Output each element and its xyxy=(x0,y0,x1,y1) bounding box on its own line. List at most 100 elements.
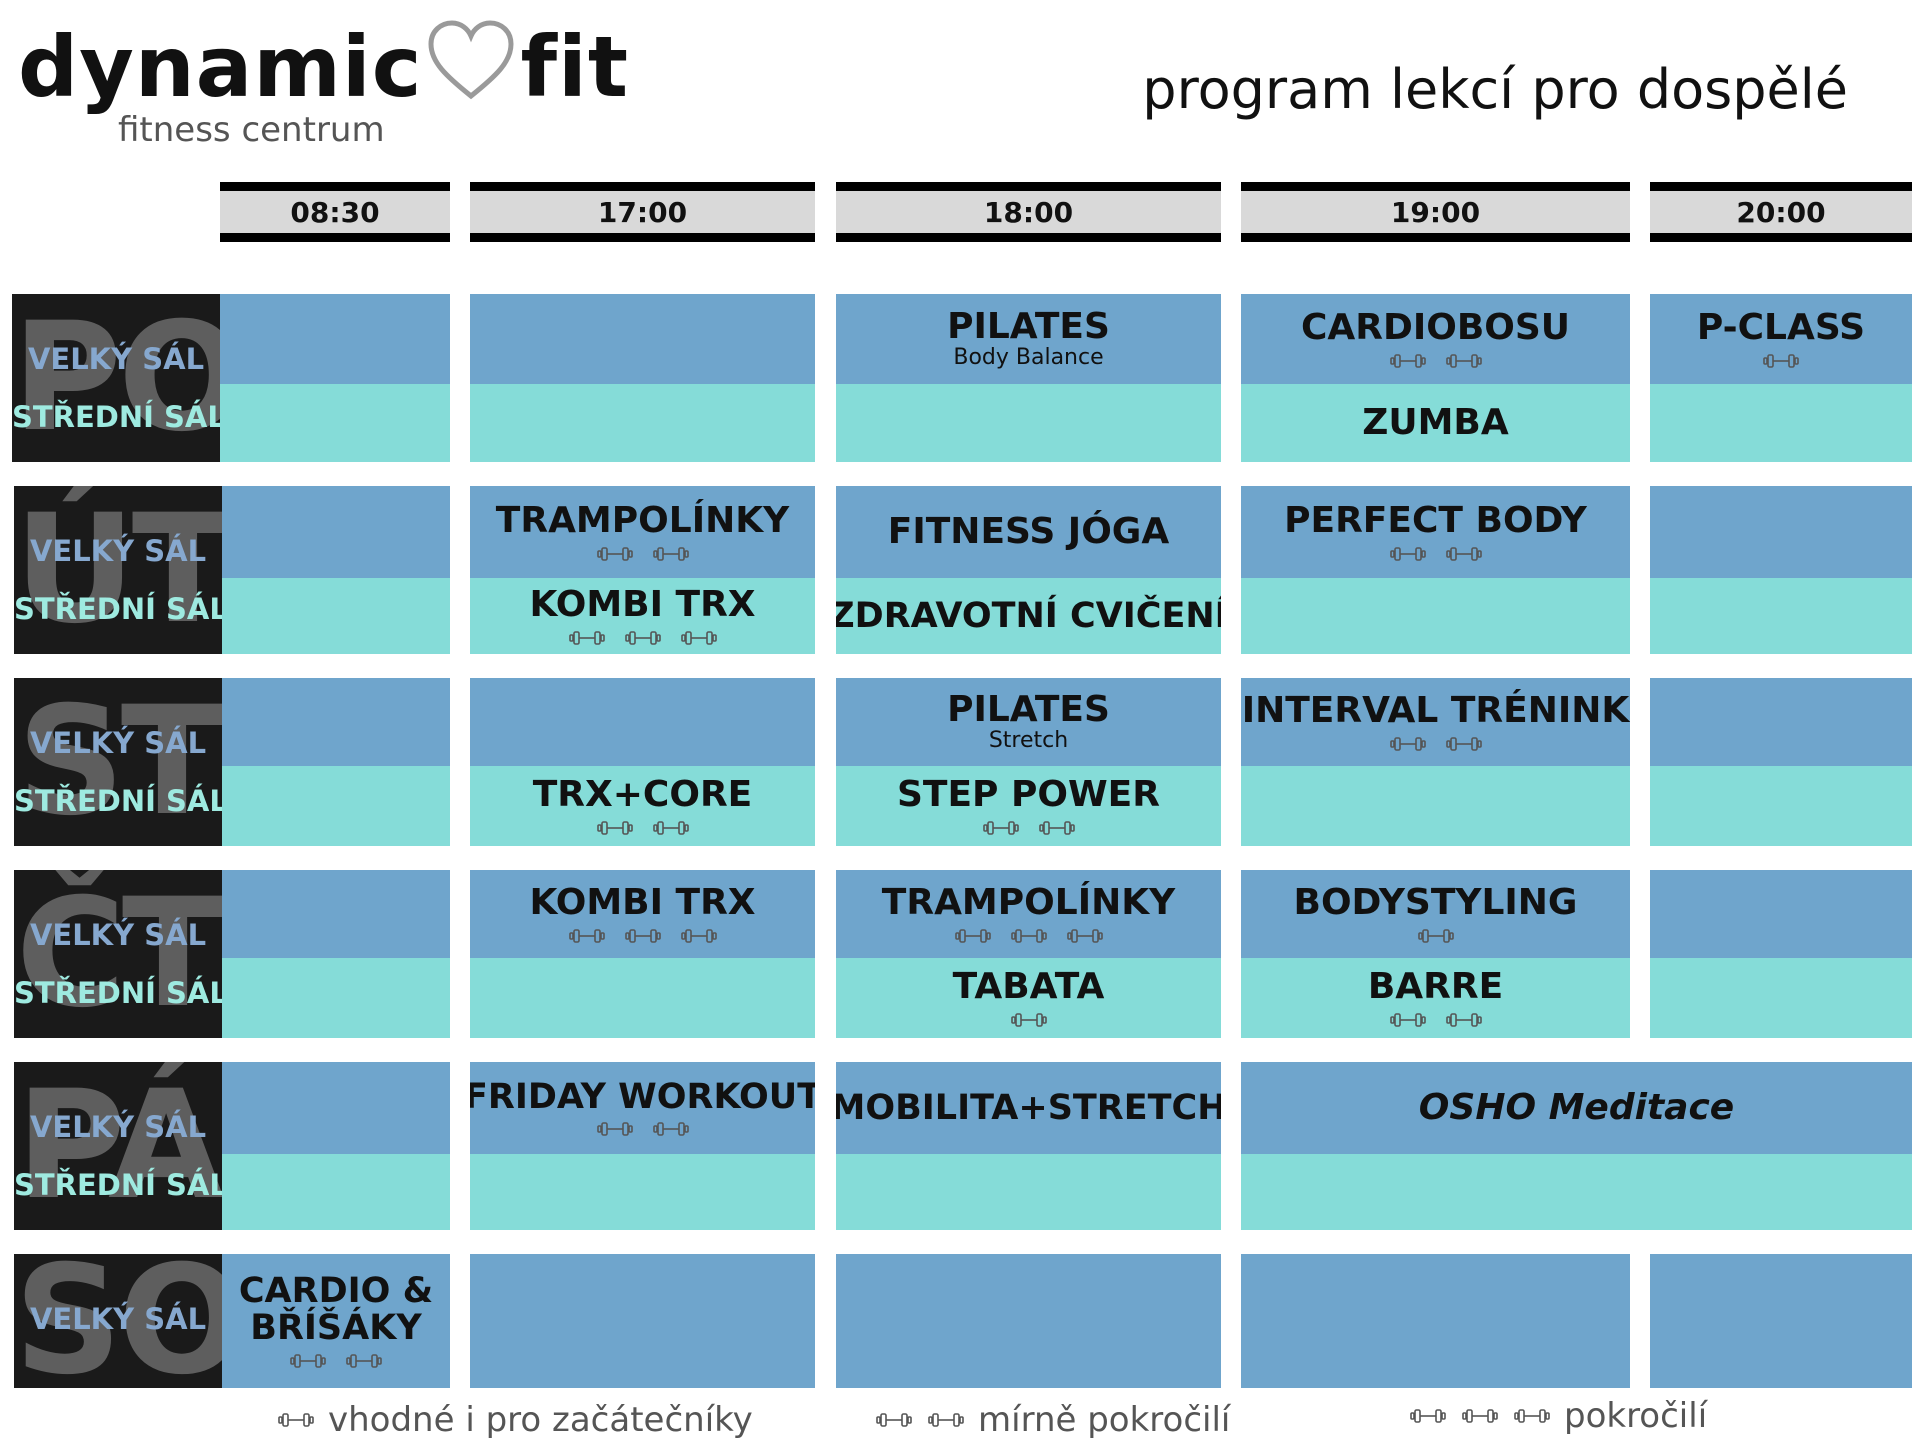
slot-st-2000-middle xyxy=(1650,766,1912,846)
dumbbell-icon xyxy=(681,630,717,646)
day-label-so: SO VELKÝ SÁL xyxy=(14,1254,222,1388)
difficulty-level xyxy=(1418,928,1454,944)
class-name: TRAMPOLÍNKY xyxy=(881,882,1176,924)
dumbbell-icon xyxy=(653,546,689,562)
legend-beginner: vhodné i pro začátečníky xyxy=(278,1400,753,1440)
dumbbell-icon xyxy=(1446,353,1482,369)
slot-ct-2000-middle xyxy=(1650,958,1912,1038)
day-label-pa: PÁ VELKÝ SÁL STŘEDNÍ SÁL xyxy=(14,1062,222,1230)
class-name: CARDIOBOSU xyxy=(1300,307,1571,349)
dumbbell-icon xyxy=(1763,353,1799,369)
legend-label: pokročilí xyxy=(1564,1396,1708,1436)
page-title: program lekcí pro dospělé xyxy=(1142,58,1848,121)
difficulty-level xyxy=(278,1412,314,1428)
day-abbr: SO xyxy=(14,1254,222,1388)
class-name: ZUMBA xyxy=(1362,402,1509,444)
day-label-po: PO VELKÝ SÁL STŘEDNÍ SÁL xyxy=(12,294,220,462)
dumbbell-icon xyxy=(653,820,689,836)
dumbbell-icon xyxy=(1418,928,1454,944)
slot-st-0830-big xyxy=(222,678,450,766)
slot-po-0830-middle xyxy=(220,384,450,462)
dumbbell-icon xyxy=(625,928,661,944)
slot-po-0830-big xyxy=(220,294,450,384)
dumbbell-icon xyxy=(1039,820,1075,836)
class-name: INTERVAL TRÉNINK xyxy=(1241,690,1630,732)
class-cell: ZUMBA xyxy=(1241,384,1630,462)
difficulty-level xyxy=(955,928,1103,944)
class-cell: PILATES Body Balance xyxy=(836,294,1221,384)
dumbbell-icon xyxy=(1514,1408,1550,1424)
slot-so-1800-big xyxy=(836,1254,1221,1388)
class-cell: OSHO Meditace xyxy=(1241,1062,1912,1154)
difficulty-level xyxy=(1390,353,1482,369)
hall-label-middle: STŘEDNÍ SÁL xyxy=(12,400,220,434)
difficulty-level xyxy=(983,820,1075,836)
slot-po-2000-middle xyxy=(1650,384,1912,462)
time-header-2000: 20:00 xyxy=(1650,182,1912,242)
dumbbell-icon xyxy=(653,1121,689,1137)
slot-ct-1700-middle xyxy=(470,958,815,1038)
difficulty-level xyxy=(876,1412,964,1428)
difficulty-level xyxy=(290,1353,382,1369)
slot-ut-2000-middle xyxy=(1650,578,1912,654)
dumbbell-icon xyxy=(1011,928,1047,944)
legend-advanced: pokročilí xyxy=(1410,1396,1707,1436)
slot-ut-0830-middle xyxy=(222,578,450,654)
class-cell: ZDRAVOTNÍ CVIČENÍ xyxy=(836,578,1221,654)
class-name: PILATES xyxy=(947,306,1110,347)
slot-pa-0830-big xyxy=(222,1062,450,1154)
heart-icon xyxy=(428,20,514,100)
hall-label-big: VELKÝ SÁL xyxy=(29,726,207,760)
class-name: PILATES xyxy=(947,689,1110,730)
class-name: TABATA xyxy=(952,966,1105,1008)
slot-pa-1900-middle xyxy=(1241,1154,1912,1230)
difficulty-level xyxy=(1410,1408,1550,1424)
dumbbell-icon xyxy=(569,928,605,944)
dumbbell-icon xyxy=(597,1121,633,1137)
difficulty-level xyxy=(1390,736,1482,752)
slot-st-1900-middle xyxy=(1241,766,1630,846)
class-cell: CARDIO & BŘÍŠÁKY xyxy=(222,1254,450,1388)
hall-label-big: VELKÝ SÁL xyxy=(29,918,207,952)
class-name: CARDIO & BŘÍŠÁKY xyxy=(238,1271,434,1348)
day-abbr: ÚT xyxy=(14,486,222,654)
slot-st-2000-big xyxy=(1650,678,1912,766)
hall-label-middle: STŘEDNÍ SÁL xyxy=(14,976,222,1010)
dumbbell-icon xyxy=(1410,1408,1446,1424)
dumbbell-icon xyxy=(1390,1012,1426,1028)
time-header-0830: 08:30 xyxy=(220,182,450,242)
class-cell: INTERVAL TRÉNINK xyxy=(1241,678,1630,766)
difficulty-level xyxy=(569,928,717,944)
dumbbell-icon xyxy=(346,1353,382,1369)
slot-ut-2000-big xyxy=(1650,486,1912,578)
class-name: KOMBI TRX xyxy=(529,584,756,626)
class-name: TRX+CORE xyxy=(532,774,753,816)
class-cell: KOMBI TRX xyxy=(470,870,815,958)
dumbbell-icon xyxy=(1462,1408,1498,1424)
difficulty-level xyxy=(1390,546,1482,562)
slot-pa-0830-middle xyxy=(222,1154,450,1230)
dumbbell-icon xyxy=(278,1412,314,1428)
hall-label-middle: STŘEDNÍ SÁL xyxy=(14,1168,222,1202)
difficulty-level xyxy=(1011,1012,1047,1028)
dumbbell-icon xyxy=(1446,736,1482,752)
class-cell: PERFECT BODY xyxy=(1241,486,1630,578)
dumbbell-icon xyxy=(1446,1012,1482,1028)
class-cell: PILATES Stretch xyxy=(836,678,1221,766)
slot-po-1700-middle xyxy=(470,384,815,462)
slot-ut-0830-big xyxy=(222,486,450,578)
day-abbr: ST xyxy=(16,678,222,846)
brand-subtitle: fitness centrum xyxy=(118,110,385,150)
slot-so-1900-big xyxy=(1241,1254,1630,1388)
slot-ct-0830-big xyxy=(222,870,450,958)
class-name: FITNESS JÓGA xyxy=(887,511,1170,553)
day-abbr: ČT xyxy=(15,870,222,1038)
brand-name: dynamic fit xyxy=(18,18,629,116)
dumbbell-icon xyxy=(1390,546,1426,562)
hall-label-big: VELKÝ SÁL xyxy=(29,1302,207,1336)
brand-name-part1: dynamic xyxy=(18,18,423,116)
dumbbell-icon xyxy=(597,820,633,836)
dumbbell-icon xyxy=(569,630,605,646)
class-name: ZDRAVOTNÍ CVIČENÍ xyxy=(836,595,1221,636)
class-cell: TRAMPOLÍNKY xyxy=(470,486,815,578)
